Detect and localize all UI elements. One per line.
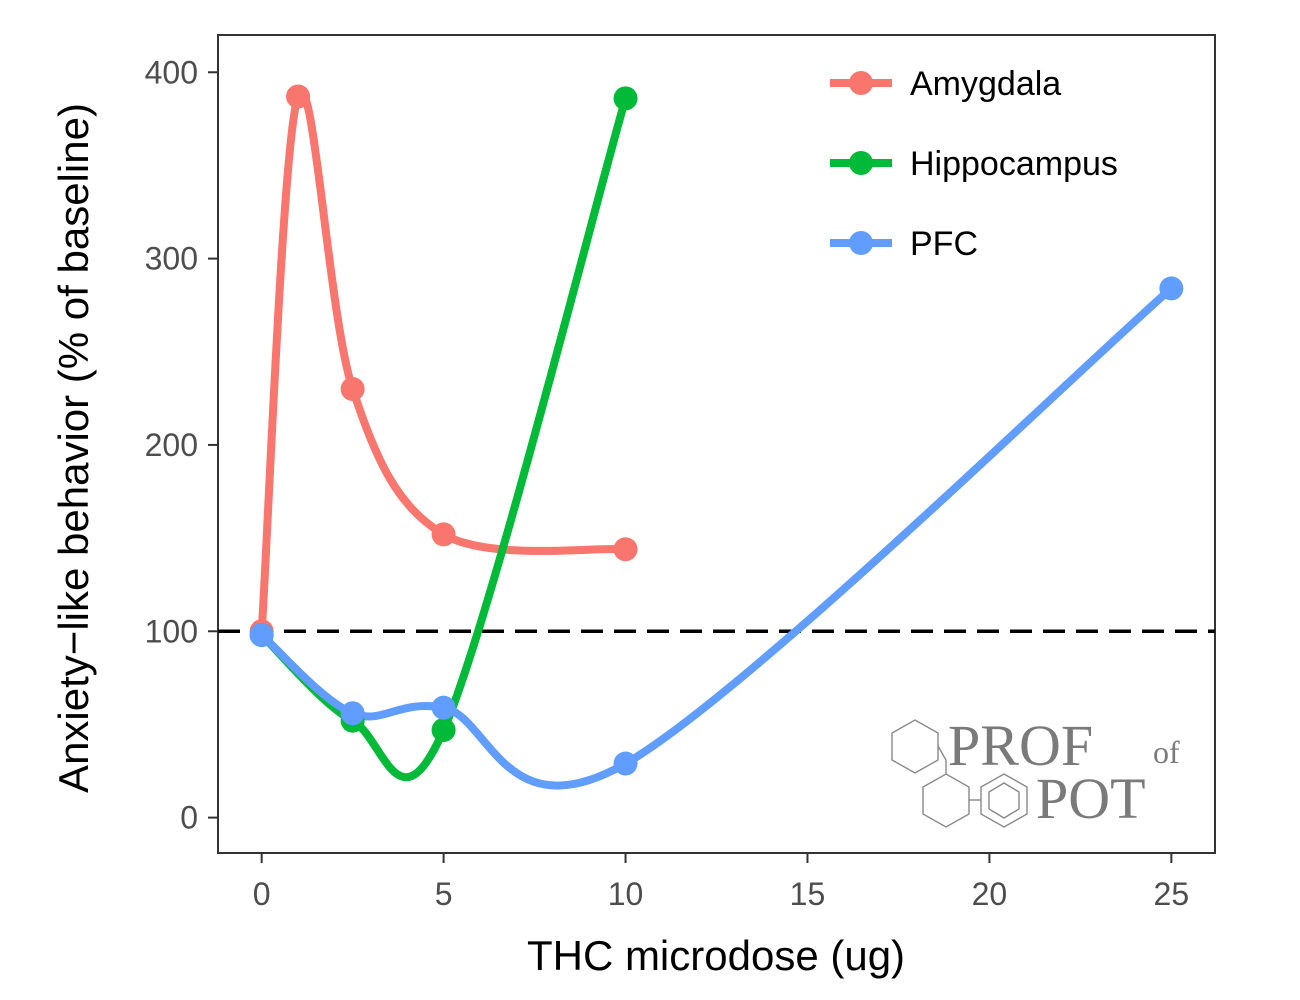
y-axis-title: Anxiety−like behavior (% of baseline)	[50, 103, 97, 793]
data-point-pfc	[613, 751, 638, 776]
series-points	[249, 84, 1184, 776]
legend-item-amygdala: Amygdala	[830, 65, 1061, 103]
y-axis: 0 100 200 300 400	[145, 54, 218, 836]
data-point-pfc	[249, 622, 274, 647]
data-point-amygdala	[431, 522, 456, 547]
y-tick-label: 300	[145, 241, 198, 277]
data-point-amygdala	[340, 377, 365, 402]
logo-text-of: of	[1153, 734, 1180, 770]
y-tick-label: 200	[145, 427, 198, 463]
legend-key-point	[849, 151, 873, 175]
logo-text-prof: PROF	[948, 713, 1093, 778]
y-tick-label: 100	[145, 613, 198, 649]
data-point-hippocampus	[431, 718, 456, 743]
molecule-icon	[891, 719, 1028, 828]
x-tick-label: 5	[435, 876, 453, 912]
data-point-amygdala	[613, 537, 638, 562]
series-line-amygdala	[257, 88, 630, 636]
legend: Amygdala Hippocampus PFC	[830, 65, 1118, 263]
logo-text-pot: POT	[1036, 766, 1146, 831]
data-point-amygdala	[286, 84, 311, 109]
x-tick-label: 25	[1154, 876, 1190, 912]
data-point-hippocampus	[613, 86, 638, 111]
y-tick-label: 400	[145, 54, 198, 90]
x-tick-label: 0	[253, 876, 271, 912]
legend-label: Amygdala	[910, 65, 1061, 103]
data-point-pfc	[1159, 276, 1184, 301]
legend-key-point	[849, 231, 873, 255]
x-axis: 0 5 10 15 20 25	[253, 853, 1189, 912]
x-tick-label: 15	[790, 876, 826, 912]
x-axis-title: THC microdose (ug)	[527, 932, 905, 979]
legend-label: PFC	[910, 225, 978, 263]
legend-item-pfc: PFC	[830, 225, 978, 263]
data-point-pfc	[340, 701, 365, 726]
x-tick-label: 20	[972, 876, 1008, 912]
data-point-pfc	[431, 695, 456, 720]
prof-of-pot-logo: PROF of POT	[891, 713, 1180, 831]
legend-label: Hippocampus	[910, 145, 1118, 183]
legend-key-point	[849, 71, 873, 95]
x-tick-label: 10	[608, 876, 644, 912]
legend-item-hippocampus: Hippocampus	[830, 145, 1118, 183]
y-tick-label: 0	[180, 800, 198, 836]
